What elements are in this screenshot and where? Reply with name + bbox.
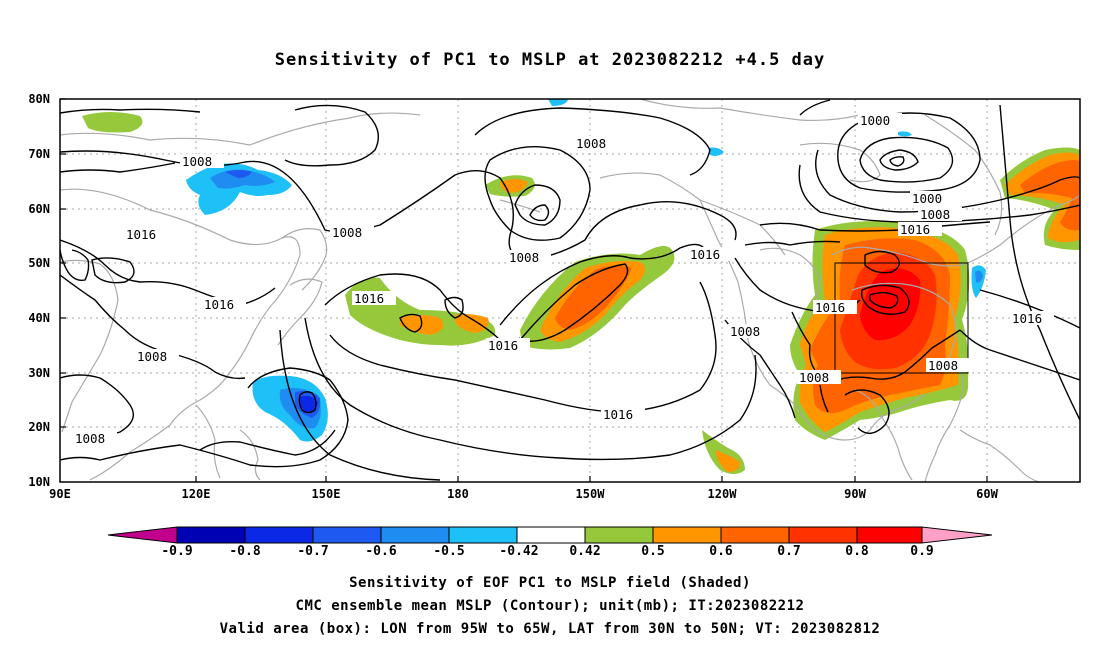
lon-label: 90E (49, 487, 71, 501)
lon-label: 150W (575, 487, 605, 501)
contour-label: 1016 (352, 291, 396, 306)
svg-text:1016: 1016 (815, 300, 845, 315)
contour-label: 1008 (728, 324, 772, 339)
colorbar-label: -0.7 (297, 544, 329, 559)
colorbar-segment (244, 526, 314, 544)
colorbar-label: -0.8 (229, 544, 261, 559)
lat-label: 60N (28, 202, 50, 216)
svg-text:1008: 1008 (75, 431, 105, 446)
contour-label: 1016 (601, 407, 645, 422)
svg-text:1016: 1016 (603, 407, 633, 422)
caption-shading: Sensitivity of EOF PC1 to MSLP field (Sh… (349, 575, 751, 591)
contour-label: 1008 (330, 225, 374, 240)
sensitivity-shading (82, 99, 1080, 474)
contour-labels: 1008 1016 1016 1008 1008 1008 1008 1008 … (73, 113, 1054, 446)
lat-label: 80N (28, 92, 50, 106)
lon-label: 180 (447, 487, 469, 501)
contour-label: 1008 (135, 349, 179, 364)
colorbar-segment (176, 526, 246, 544)
contour-label: 1016 (813, 300, 857, 315)
colorbar-label: 0.5 (641, 544, 665, 559)
lat-label: 40N (28, 311, 50, 325)
contour-label: 1016 (486, 338, 530, 353)
svg-text:1016: 1016 (690, 247, 720, 262)
contour-label: 1008 (73, 431, 117, 446)
svg-text:1008: 1008 (509, 250, 539, 265)
map-frame (59, 98, 1081, 483)
colorbar-label: 0.9 (910, 544, 934, 559)
lat-label: 30N (28, 366, 50, 380)
svg-text:1000: 1000 (912, 191, 942, 206)
svg-text:1016: 1016 (354, 291, 384, 306)
colorbar (107, 526, 993, 544)
svg-text:1008: 1008 (920, 207, 950, 222)
contour-label: 1008 (574, 136, 618, 151)
colorbar-label: 0.6 (709, 544, 733, 559)
colorbar-label: -0.6 (365, 544, 397, 559)
axis-ticks (60, 98, 988, 482)
svg-text:1008: 1008 (332, 225, 362, 240)
contour-label: 1000 (858, 113, 902, 128)
contour-label: 1008 (926, 358, 970, 373)
coastlines (60, 99, 1080, 482)
colorbar-segment (380, 526, 450, 544)
svg-text:1008: 1008 (730, 324, 760, 339)
contour-label: 1008 (797, 370, 841, 385)
svg-text:1016: 1016 (126, 227, 156, 242)
contour-label: 1000 (910, 191, 954, 206)
svg-text:1008: 1008 (799, 370, 829, 385)
svg-text:1008: 1008 (137, 349, 167, 364)
svg-text:1008: 1008 (182, 154, 212, 169)
lon-label: 150E (311, 487, 341, 501)
colorbar-segment (448, 526, 518, 544)
contour-label: 1008 (507, 250, 551, 265)
contour-label: 1016 (202, 297, 246, 312)
colorbar-segment (652, 526, 722, 544)
svg-text:1008: 1008 (576, 136, 606, 151)
svg-text:1008: 1008 (928, 358, 958, 373)
lat-label: 10N (28, 475, 50, 489)
colorbar-segment (921, 526, 993, 544)
lon-label: 120W (707, 487, 737, 501)
lon-label: 120E (181, 487, 211, 501)
colorbar-segment (312, 526, 382, 544)
map-title: Sensitivity of PC1 to MSLP at 2023082212… (274, 50, 826, 70)
svg-text:1000: 1000 (860, 113, 890, 128)
svg-text:1016: 1016 (1012, 311, 1042, 326)
lat-label: 20N (28, 420, 50, 434)
contour-label: 1016 (1010, 311, 1054, 326)
contour-label: 1016 (124, 227, 168, 242)
colorbar-label: 0.42 (569, 544, 601, 559)
contour-label: 1016 (898, 222, 942, 237)
svg-text:1016: 1016 (900, 222, 930, 237)
colorbar-label: -0.5 (433, 544, 465, 559)
svg-text:1016: 1016 (488, 338, 518, 353)
lon-label: 60W (976, 487, 998, 501)
contour-label: 1016 (688, 247, 732, 262)
lat-label: 50N (28, 256, 50, 270)
lat-label: 70N (28, 147, 50, 161)
colorbar-segment (107, 526, 178, 544)
colorbar-segment (788, 526, 858, 544)
colorbar-segment (584, 526, 654, 544)
svg-text:1016: 1016 (204, 297, 234, 312)
colorbar-label: -0.9 (161, 544, 193, 559)
colorbar-segment (856, 526, 923, 544)
caption-valid-area: Valid area (box): LON from 95W to 65W, L… (219, 621, 881, 637)
contour-label: 1008 (918, 207, 962, 222)
colorbar-segment (720, 526, 790, 544)
caption-contour: CMC ensemble mean MSLP (Contour); unit(m… (295, 598, 805, 614)
contour-label: 1008 (180, 154, 224, 169)
colorbar-segment (516, 526, 586, 544)
valid-area-box (834, 262, 969, 374)
colorbar-label: 0.8 (845, 544, 869, 559)
colorbar-label: 0.7 (777, 544, 801, 559)
lon-label: 90W (844, 487, 866, 501)
colorbar-label: -0.42 (499, 544, 539, 559)
